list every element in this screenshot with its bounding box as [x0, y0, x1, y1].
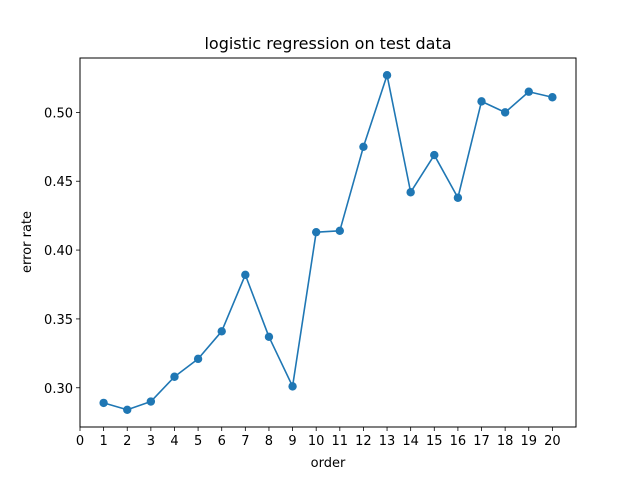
x-tick-label: 11 — [332, 434, 349, 449]
x-tick-label: 10 — [308, 434, 325, 449]
x-tick-label: 20 — [544, 434, 561, 449]
data-point — [146, 397, 156, 406]
y-tick-label: 0.45 — [44, 175, 73, 190]
x-axis-label: order — [311, 456, 346, 471]
x-tick-label: 15 — [426, 434, 443, 449]
chart-title: logistic regression on test data — [204, 34, 451, 53]
x-tick-label: 16 — [450, 434, 467, 449]
data-point — [406, 188, 415, 197]
data-point — [548, 93, 557, 102]
data-point — [524, 87, 533, 96]
x-tick-label: 0 — [76, 434, 84, 449]
data-point — [500, 108, 510, 117]
data-point — [264, 332, 274, 342]
x-tick-label: 17 — [473, 434, 490, 449]
x-tick-label: 13 — [379, 434, 396, 449]
data-point — [382, 71, 392, 80]
y-tick-label: 0.35 — [44, 313, 73, 328]
x-tick-label: 9 — [288, 434, 296, 449]
data-point — [288, 382, 297, 391]
data-point — [335, 226, 345, 235]
x-tick-label: 3 — [147, 434, 155, 449]
data-point — [311, 227, 321, 237]
data-point — [359, 142, 368, 152]
data-point — [123, 405, 132, 414]
x-tick-label: 19 — [520, 434, 537, 449]
data-point — [217, 327, 226, 336]
x-tick-label: 6 — [218, 434, 226, 449]
x-tick-label: 14 — [402, 434, 419, 449]
data-point — [99, 398, 108, 408]
data-point — [170, 372, 179, 381]
data-point — [241, 270, 250, 280]
axes-frame — [79, 57, 577, 428]
y-tick-label: 0.40 — [44, 244, 73, 259]
data-point — [193, 354, 203, 364]
x-tick-label: 5 — [194, 434, 202, 449]
y-tick-label: 0.30 — [44, 382, 73, 397]
x-tick-label: 2 — [123, 434, 131, 449]
data-point — [477, 97, 486, 106]
plot-area: 0 1 2 3 4 5 6 7 8 9 10 11 12 13 14 15 16 17 18 19 200.300.35… — [44, 57, 577, 449]
data-point — [453, 193, 463, 202]
x-tick-label: 12 — [355, 434, 372, 449]
x-tick-label: 4 — [170, 434, 178, 449]
x-tick-label: 8 — [265, 434, 273, 449]
x-tick-label: 18 — [497, 434, 514, 449]
x-tick-label: 7 — [241, 434, 249, 449]
y-axis-label: error rate — [20, 211, 35, 273]
y-tick-label: 0.50 — [44, 106, 73, 121]
series-line — [103, 74, 553, 411]
x-tick-label: 1 — [99, 434, 107, 449]
data-point — [430, 150, 439, 160]
